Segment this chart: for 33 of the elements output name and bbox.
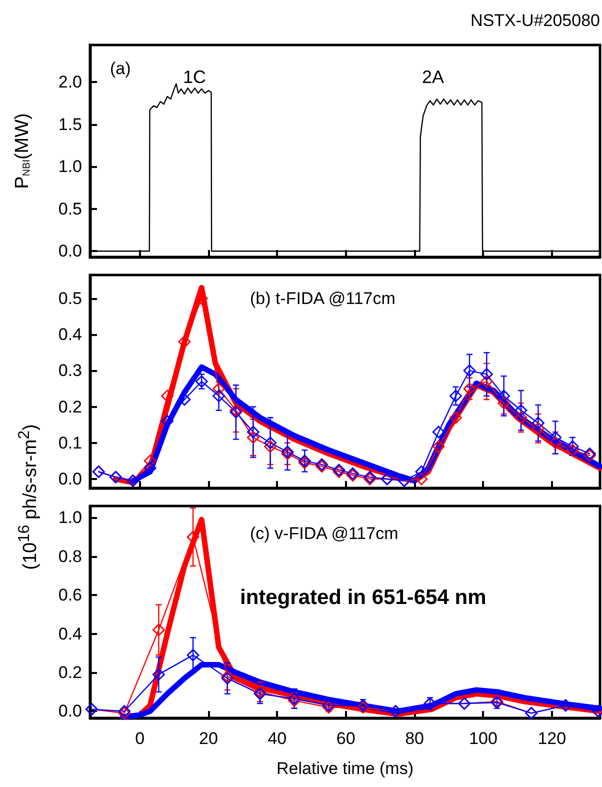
x-tick-label: 60 (336, 729, 356, 748)
x-tick-label: 100 (469, 729, 498, 748)
x-tick-label: 120 (538, 729, 566, 748)
y-tick-label: 1.5 (58, 114, 82, 134)
y-tick-label: 0.0 (58, 242, 82, 261)
y-tick-label: 0.5 (58, 288, 82, 308)
x-axis-title: Relative time (ms) (276, 759, 414, 778)
annotation: 1C (183, 67, 206, 87)
x-tick-label: 20 (199, 729, 218, 748)
y-tick-label: 2.0 (58, 72, 82, 92)
y-tick-label: 0.8 (58, 546, 82, 566)
y-tick-label: 0.3 (58, 361, 82, 380)
y-tick-label: 0.0 (58, 469, 82, 488)
text: NSTX-U#205080 (470, 11, 600, 30)
text: (a) (110, 59, 131, 78)
y-tick-label: 0.6 (58, 586, 82, 605)
y-tick-label: 0.4 (58, 325, 82, 344)
y-tick-label: 0.2 (58, 663, 82, 682)
y-tick-label: 0.1 (58, 433, 82, 452)
y-axis-title: PNBI(MW) (12, 113, 33, 189)
y-tick-label: 1.0 (58, 508, 82, 528)
x-tick-label: 0 (135, 729, 145, 748)
x-tick-label: 80 (405, 729, 424, 748)
annotation: 2A (422, 67, 444, 87)
y-tick-label: 1.0 (58, 157, 82, 176)
text: (c) v-FIDA @117cm (250, 524, 398, 543)
annotation: integrated in 651-654 nm (240, 586, 486, 609)
text: (b) t-FIDA @117cm (250, 289, 396, 308)
y-tick-label: 0.5 (58, 199, 82, 218)
y-tick-label: 0.0 (58, 702, 82, 721)
x-tick-label: 40 (268, 729, 287, 748)
y-tick-label: 0.2 (58, 397, 82, 416)
y-tick-label: 0.4 (58, 624, 82, 644)
